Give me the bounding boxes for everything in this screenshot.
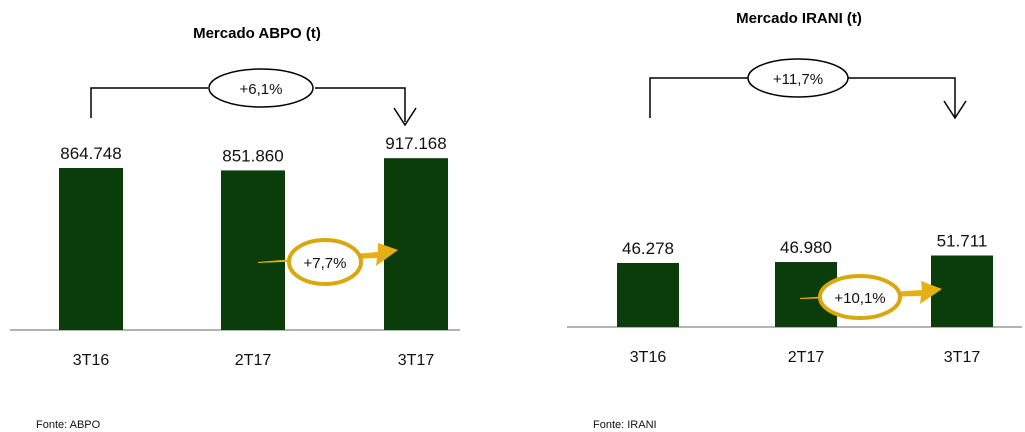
chart-abpo-overall-change-label: +6,1% <box>240 81 283 98</box>
chart-irani-bracket-arrowhead <box>943 100 967 120</box>
chart-irani-overall-change-label: +11,7% <box>773 71 823 88</box>
chart-abpo-bracket-line-right <box>315 87 406 122</box>
chart-abpo-bars: 864.748 3T16 851.860 2T17 917.168 3T17 <box>59 134 448 369</box>
chart-abpo-value-label: 864.748 <box>60 144 121 163</box>
chart-abpo-bracket: +6,1% <box>90 68 417 127</box>
chart-irani-category-label: 3T16 <box>630 349 667 366</box>
chart-irani-bracket: +11,7% <box>649 58 967 120</box>
chart-abpo-bracket-arrowhead <box>393 107 417 127</box>
chart-irani-bars: 46.278 3T16 46.980 2T17 51.711 3T17 <box>617 231 993 366</box>
chart-abpo-title: Mercado ABPO (t) <box>193 25 321 42</box>
chart-irani: Mercado IRANI (t) +11,7% 46.278 3T16 46.98… <box>567 10 1022 431</box>
chart-abpo-quarter-change-ellipse <box>287 238 363 286</box>
chart-abpo-quarter-change: +7,7% <box>258 238 398 286</box>
chart-irani-title: Mercado IRANI (t) <box>736 10 862 27</box>
chart-irani-value-label: 46.278 <box>622 239 674 258</box>
chart-abpo-category-label: 3T17 <box>398 352 435 369</box>
chart-irani-category-label: 3T17 <box>944 349 981 366</box>
chart-irani-source: Fonte: IRANI <box>593 419 657 431</box>
chart-irani-quarter-change-label: +10,1% <box>834 290 885 307</box>
chart-abpo-source: Fonte: ABPO <box>36 419 101 431</box>
chart-irani-bar-3t16 <box>617 263 679 327</box>
chart-abpo-value-label: 917.168 <box>385 134 446 153</box>
chart-irani-bar-3t17 <box>931 255 993 327</box>
chart-abpo-bar-3t17 <box>384 158 448 330</box>
chart-irani-bracket-line <box>649 77 748 118</box>
chart-abpo-category-label: 2T17 <box>235 352 272 369</box>
chart-irani-value-label: 46.980 <box>780 238 832 257</box>
chart-irani-growth-arrow <box>800 281 942 304</box>
chart-abpo-overall-change-ellipse <box>208 68 314 108</box>
chart-abpo-bar-2t17 <box>221 170 285 330</box>
chart-irani-value-label: 51.711 <box>937 231 988 250</box>
chart-abpo-bracket-line <box>90 87 208 118</box>
chart-irani-quarter-change-ellipse <box>818 274 902 320</box>
chart-irani-quarter-change: +10,1% <box>800 274 942 320</box>
chart-abpo-category-label: 3T16 <box>73 352 110 369</box>
chart-abpo-quarter-change-label: +7,7% <box>304 255 347 272</box>
chart-irani-category-label: 2T17 <box>788 349 825 366</box>
chart-irani-overall-change-ellipse <box>747 58 849 98</box>
chart-abpo-bar-3t16 <box>59 168 123 330</box>
chart-irani-bracket-line-right <box>848 77 956 118</box>
chart-abpo: Mercado ABPO (t) +6,1% 864.748 3T16 851.86… <box>10 25 460 431</box>
chart-abpo-value-label: 851.860 <box>222 146 283 165</box>
